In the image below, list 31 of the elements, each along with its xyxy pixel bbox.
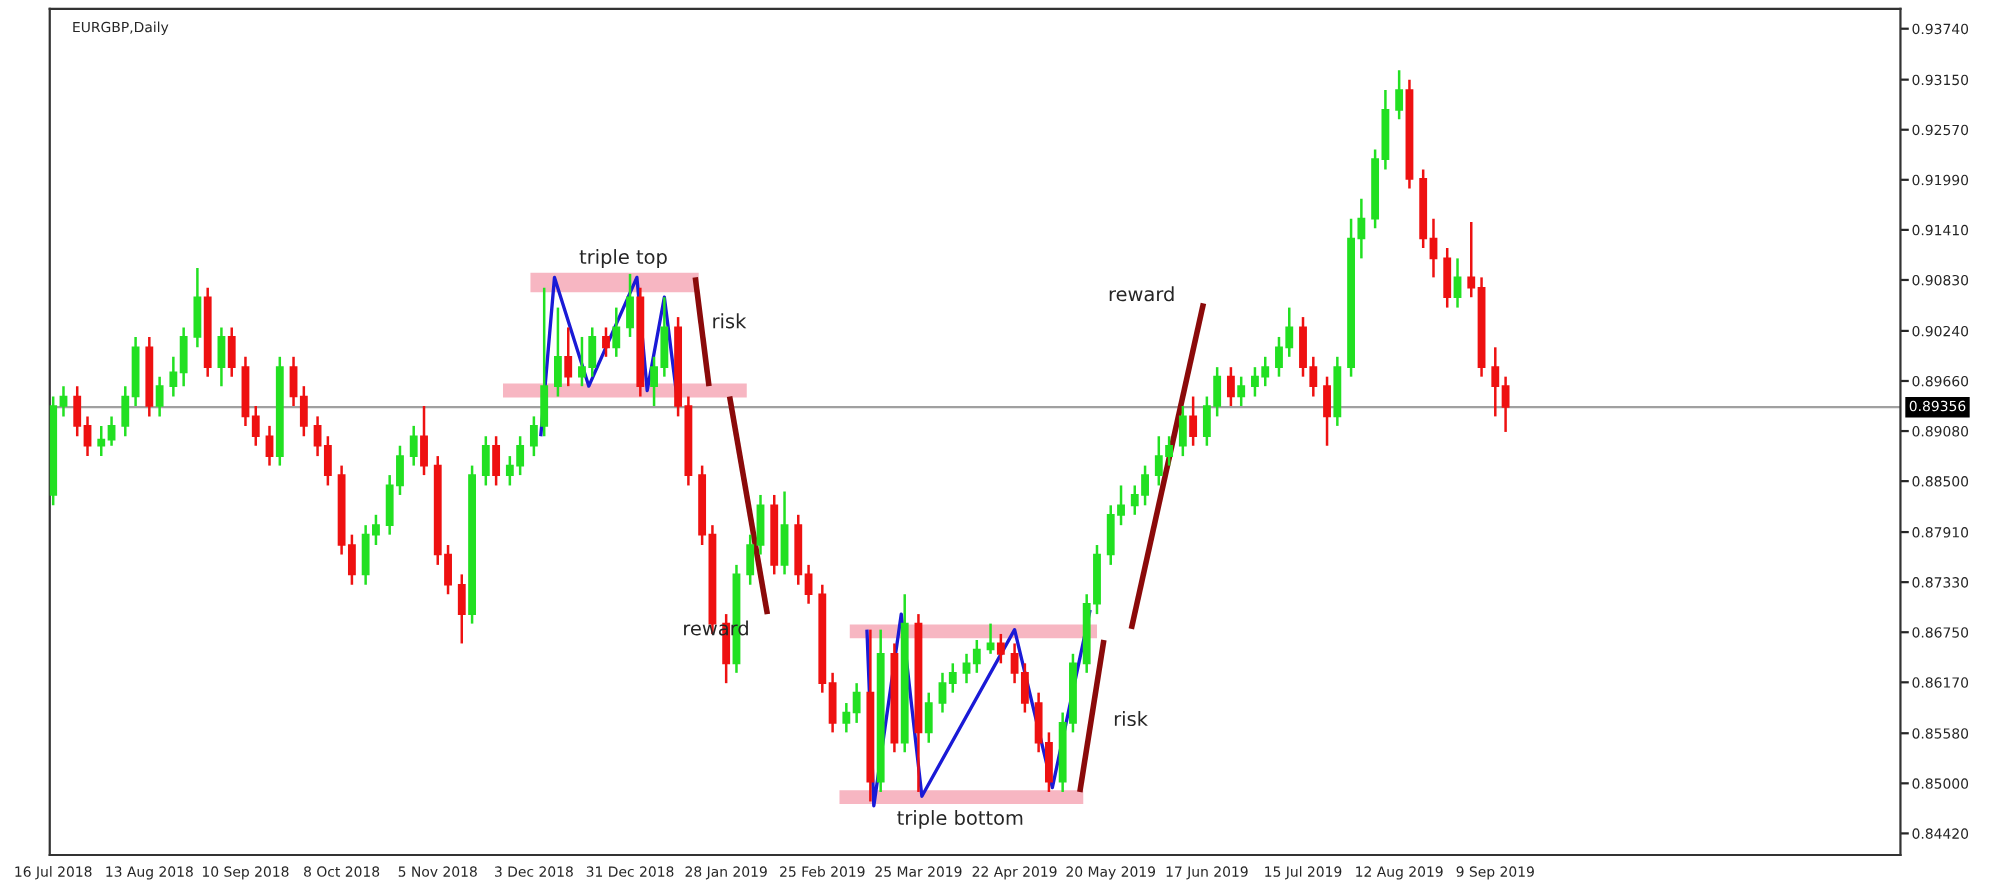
- candlestick: [564, 326, 573, 388]
- annotation: triple top: [579, 249, 667, 268]
- candlestick: [602, 326, 610, 359]
- candlestick: [217, 326, 226, 388]
- candlestick: [481, 434, 490, 487]
- candlestick: [420, 404, 428, 477]
- candlestick: [1237, 375, 1246, 408]
- candlestick: [1226, 365, 1235, 408]
- candlestick: [996, 632, 1005, 665]
- candlestick: [409, 424, 418, 467]
- annotation: risk: [713, 313, 747, 329]
- candlestick: [612, 306, 621, 359]
- candlestick: [265, 424, 274, 467]
- candlestick: [492, 434, 501, 487]
- candlestick: [1443, 246, 1452, 309]
- candlestick: [1395, 68, 1404, 121]
- candlestick: [780, 490, 789, 576]
- candlestick: [626, 272, 634, 339]
- candlestick: [193, 266, 202, 349]
- candlestick: [1323, 375, 1331, 447]
- candlestick: [457, 573, 466, 645]
- candlestick: [924, 691, 933, 744]
- candlestick: [155, 375, 164, 418]
- annotation: reward: [1109, 286, 1174, 302]
- annotation: triple bottom: [897, 810, 1023, 829]
- candlestick: [553, 306, 562, 398]
- line-series: [539, 275, 680, 438]
- candlestick: [227, 326, 236, 378]
- candlestick: [1178, 404, 1187, 458]
- candlestick: [1189, 395, 1198, 447]
- annotation: risk: [1114, 711, 1148, 727]
